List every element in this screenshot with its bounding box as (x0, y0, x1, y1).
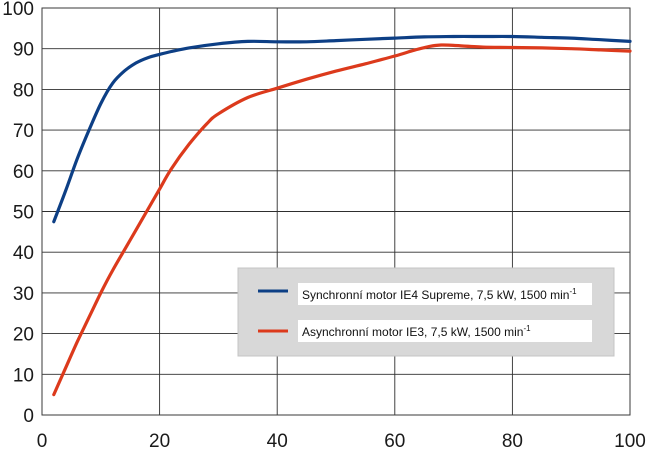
y-tick-label: 50 (13, 203, 34, 224)
legend-label-asynchronous-main: Asynchronní motor IE3, 7,5 kW, 1500 min (302, 325, 523, 339)
y-tick-label: 80 (13, 80, 34, 101)
x-tick-label: 40 (267, 431, 288, 452)
x-tick-label: 100 (614, 431, 646, 452)
legend: Synchronní motor IE4 Supreme, 7,5 kW, 15… (237, 267, 615, 357)
y-tick-label: 90 (13, 40, 34, 61)
series-line-synchronous (52, 34, 632, 224)
x-tick-label: 80 (502, 431, 523, 452)
y-tick-label: 40 (13, 243, 34, 264)
legend-label-synchronous-sup: -1 (569, 287, 577, 296)
y-tick-label: 10 (13, 365, 34, 386)
y-tick-label: 60 (13, 162, 34, 183)
y-tick-label: 20 (13, 325, 34, 346)
y-tick-label: 70 (13, 121, 34, 142)
legend-text-bg-2 (298, 320, 592, 342)
legend-label-synchronous: Synchronní motor IE4 Supreme, 7,5 kW, 15… (302, 287, 577, 302)
legend-text-bg-1 (298, 283, 592, 305)
series-lines (52, 34, 632, 397)
x-tick-label: 0 (37, 431, 48, 452)
legend-label-asynchronous: Asynchronní motor IE3, 7,5 kW, 1500 min-… (302, 324, 531, 339)
x-tick-label: 60 (384, 431, 405, 452)
legend-label-synchronous-main: Synchronní motor IE4 Supreme, 7,5 kW, 15… (302, 288, 569, 302)
plot-frame (41, 7, 631, 416)
y-tick-label: 30 (13, 284, 34, 305)
legend-label-asynchronous-sup: -1 (523, 324, 531, 333)
x-axis-tick-labels: 0 20 40 60 80 100 (37, 431, 646, 452)
legend-box (237, 267, 615, 357)
y-axis-tick-labels: 0 10 20 30 40 50 60 70 80 90 100 (2, 0, 34, 427)
series-line-asynchronous (52, 43, 632, 397)
x-tick-label: 20 (149, 431, 170, 452)
y-tick-label: 100 (2, 0, 34, 20)
y-tick-label: 0 (23, 406, 34, 427)
